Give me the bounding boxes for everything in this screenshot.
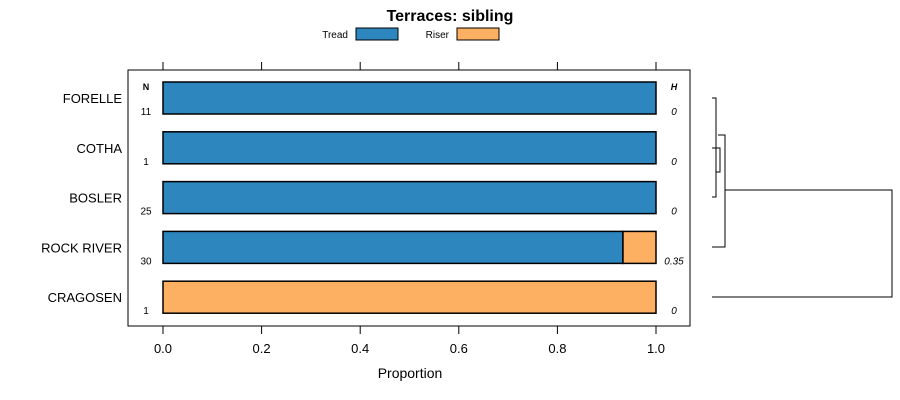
bar-segment-riser — [622, 230, 657, 265]
chart-title: Terraces: sibling — [387, 8, 514, 25]
category-label: ROCK RIVER — [41, 240, 122, 255]
n-value: 11 — [141, 107, 152, 118]
plot-frame — [127, 69, 691, 327]
h-column-header: H — [671, 82, 678, 92]
n-value: 30 — [140, 256, 152, 267]
dendrogram-branches — [712, 97, 893, 298]
bars — [162, 81, 657, 314]
bar-segment-tread — [162, 81, 657, 115]
bar-segment-tread — [162, 180, 657, 215]
h-value: 0 — [671, 107, 677, 118]
h-value: 0 — [671, 157, 677, 168]
category-label: CRAGOSEN — [48, 290, 122, 305]
legend-swatch-tread — [355, 27, 399, 41]
x-tick-label: 0.4 — [351, 341, 369, 356]
legend-label-tread: Tread — [322, 30, 348, 41]
bar-segment-tread — [162, 230, 624, 265]
x-tick-label: 0.0 — [154, 341, 172, 356]
bar-segment-tread — [162, 131, 657, 165]
bottom-ticks: 0.0 0.2 0.4 0.6 0.8 1.0 — [154, 326, 665, 356]
top-ticks — [162, 62, 657, 70]
n-value: 1 — [143, 306, 149, 317]
bar-segment-riser — [162, 280, 657, 314]
n-value: 1 — [143, 157, 149, 168]
n-column-header: N — [143, 82, 150, 92]
x-axis-label: Proportion — [378, 365, 443, 381]
row-labels: FORELLE 11 0 COTHA 1 0 BOSLER 25 0 ROCK RIVER 30 0.… — [41, 91, 684, 317]
x-tick-label: 1.0 — [647, 341, 665, 356]
category-label: BOSLER — [69, 191, 122, 206]
x-tick-label: 0.8 — [548, 341, 566, 356]
legend-swatch-riser — [456, 27, 500, 41]
category-label: COTHA — [77, 141, 123, 156]
n-value: 25 — [140, 207, 152, 218]
x-tick-label: 0.2 — [253, 341, 271, 356]
h-value: 0 — [671, 306, 677, 317]
legend: Tread Riser — [322, 27, 500, 41]
category-label: FORELLE — [63, 91, 123, 106]
legend-label-riser: Riser — [426, 30, 450, 41]
dendrogram — [712, 97, 893, 298]
h-value: 0 — [671, 207, 677, 218]
x-tick-label: 0.6 — [450, 341, 468, 356]
h-value: 0.35 — [664, 256, 684, 267]
